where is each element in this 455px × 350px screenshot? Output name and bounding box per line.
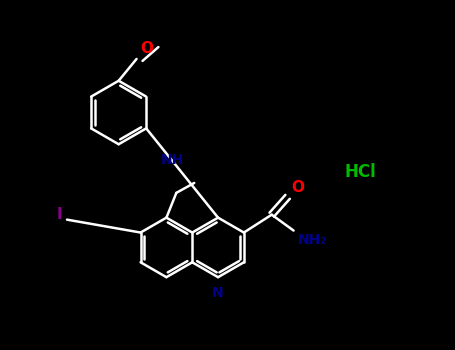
Text: HCl: HCl <box>344 163 376 181</box>
Text: N: N <box>212 286 224 300</box>
Text: O: O <box>141 41 153 56</box>
Text: NH: NH <box>161 153 184 167</box>
Text: NH₂: NH₂ <box>298 232 327 246</box>
Text: I: I <box>56 207 62 222</box>
Text: O: O <box>292 180 304 195</box>
